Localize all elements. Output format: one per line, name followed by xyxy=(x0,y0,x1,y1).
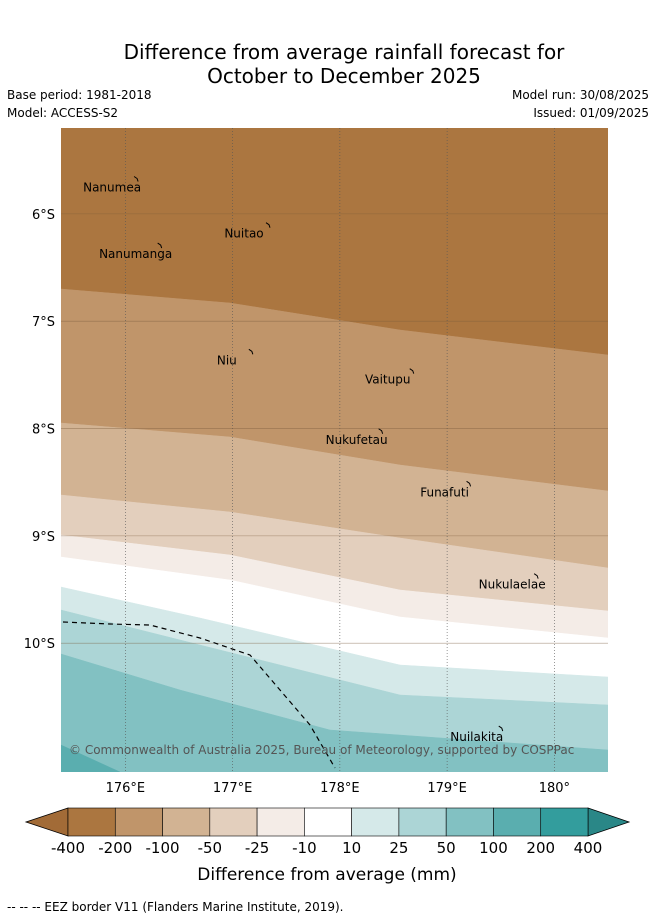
island-label: Nukulaelae xyxy=(479,578,546,592)
island-outline xyxy=(533,573,539,579)
latitude-labels: 6°S 7°S 8°S 9°S 10°S xyxy=(24,208,55,652)
colorbar-high-extend xyxy=(587,807,631,837)
island-outline xyxy=(378,428,384,434)
island-label: Nanumanga xyxy=(99,247,172,261)
island-label: Nuitao xyxy=(224,227,263,241)
island-outline xyxy=(248,348,254,355)
colorbar-tick-label: -400 xyxy=(51,839,85,857)
meta-left: Base period: 1981-2018 Model: ACCESS-S2 xyxy=(7,88,152,124)
colorbar-swatch xyxy=(114,807,163,837)
colorbar-swatch xyxy=(209,807,258,837)
longitude-label: 178°E xyxy=(320,781,360,796)
model-name: Model: ACCESS-S2 xyxy=(7,106,119,120)
eez-footnote: -- -- -- EEZ border V11 (Flanders Marine… xyxy=(7,900,344,914)
latitude-label: 7°S xyxy=(32,315,55,330)
colorbar-swatch xyxy=(256,807,305,837)
island-labels: Nanumea Nuitao Nanumanga Niu Vaitupu Nukufeta… xyxy=(83,176,546,744)
base-period: Base period: 1981-2018 xyxy=(7,88,152,102)
colorbar-tick-label: -100 xyxy=(146,839,180,857)
latitude-label: 10°S xyxy=(24,637,55,652)
rainfall-bands xyxy=(61,128,608,772)
latitude-label: 6°S xyxy=(32,208,55,223)
colorbar-swatch xyxy=(493,807,542,837)
colorbar-swatch xyxy=(398,807,447,837)
island-label: Funafuti xyxy=(420,485,469,499)
graticule xyxy=(61,128,608,772)
island-outline xyxy=(409,368,415,374)
title-line-2: October to December 2025 xyxy=(207,64,481,88)
colorbar-swatch xyxy=(540,807,589,837)
island-outline xyxy=(498,725,504,732)
island-label: Vaitupu xyxy=(365,373,411,387)
latitude-label: 9°S xyxy=(32,530,55,545)
colorbar-tick-label: -200 xyxy=(98,839,132,857)
issued-date: Issued: 01/09/2025 xyxy=(533,106,649,120)
latitude-label: 8°S xyxy=(32,423,55,438)
colorbar-tick-label: 50 xyxy=(437,839,456,857)
colorbar-tick-label: -50 xyxy=(198,839,223,857)
colorbar-low-extend xyxy=(24,807,69,837)
colorbar-swatch xyxy=(304,807,352,837)
island-outline xyxy=(157,242,163,249)
island-label: Nuilakita xyxy=(450,730,503,744)
map-body: Nanumea Nuitao Nanumanga Niu Vaitupu Nukufeta… xyxy=(61,128,608,772)
colorbar-swatch xyxy=(162,807,211,837)
model-run: Model run: 30/08/2025 xyxy=(511,88,649,102)
colorbar-title: Difference from average (mm) xyxy=(197,865,456,885)
meta-right: Model run: 30/08/2025 Issued: 01/09/2025 xyxy=(512,88,649,124)
colorbar-tick-label: -10 xyxy=(292,839,317,857)
colorbar-tick-label: 200 xyxy=(526,839,555,857)
colorbar-tick-label: -25 xyxy=(245,839,270,857)
island-label: Niu xyxy=(217,353,237,367)
longitude-label: 177°E xyxy=(213,781,253,796)
rainfall-band xyxy=(61,744,121,772)
colorbar-swatch xyxy=(445,807,494,837)
island-outline xyxy=(265,222,271,228)
colorbar-swatch xyxy=(351,807,400,837)
island-outline xyxy=(133,176,139,182)
colorbar-tick-label: 400 xyxy=(574,839,603,857)
longitude-labels: 176°E 177°E 178°E 179°E 180° xyxy=(106,781,570,796)
longitude-label: 180° xyxy=(539,781,570,796)
colorbar: -400 -200 -100 -50 -25 -10 10 25 50 100 200 400 xyxy=(24,807,631,857)
island-outline xyxy=(466,480,472,487)
island-label: Nanumea xyxy=(83,181,141,195)
copyright-notice: © Commonwealth of Australia 2025, Bureau… xyxy=(69,743,574,757)
longitude-label: 179°E xyxy=(427,781,467,796)
eez-border xyxy=(62,621,336,769)
colorbar-tick-label: 10 xyxy=(342,839,361,857)
colorbar-tick-label: 100 xyxy=(479,839,508,857)
island-label: Nukufetau xyxy=(326,433,388,447)
colorbar-tick-label: 25 xyxy=(389,839,408,857)
colorbar-swatch xyxy=(67,807,116,837)
title-line-1: Difference from average rainfall forecas… xyxy=(123,40,565,64)
map-title: Difference from average rainfall forecas… xyxy=(0,40,655,88)
longitude-label: 176°E xyxy=(106,781,146,796)
